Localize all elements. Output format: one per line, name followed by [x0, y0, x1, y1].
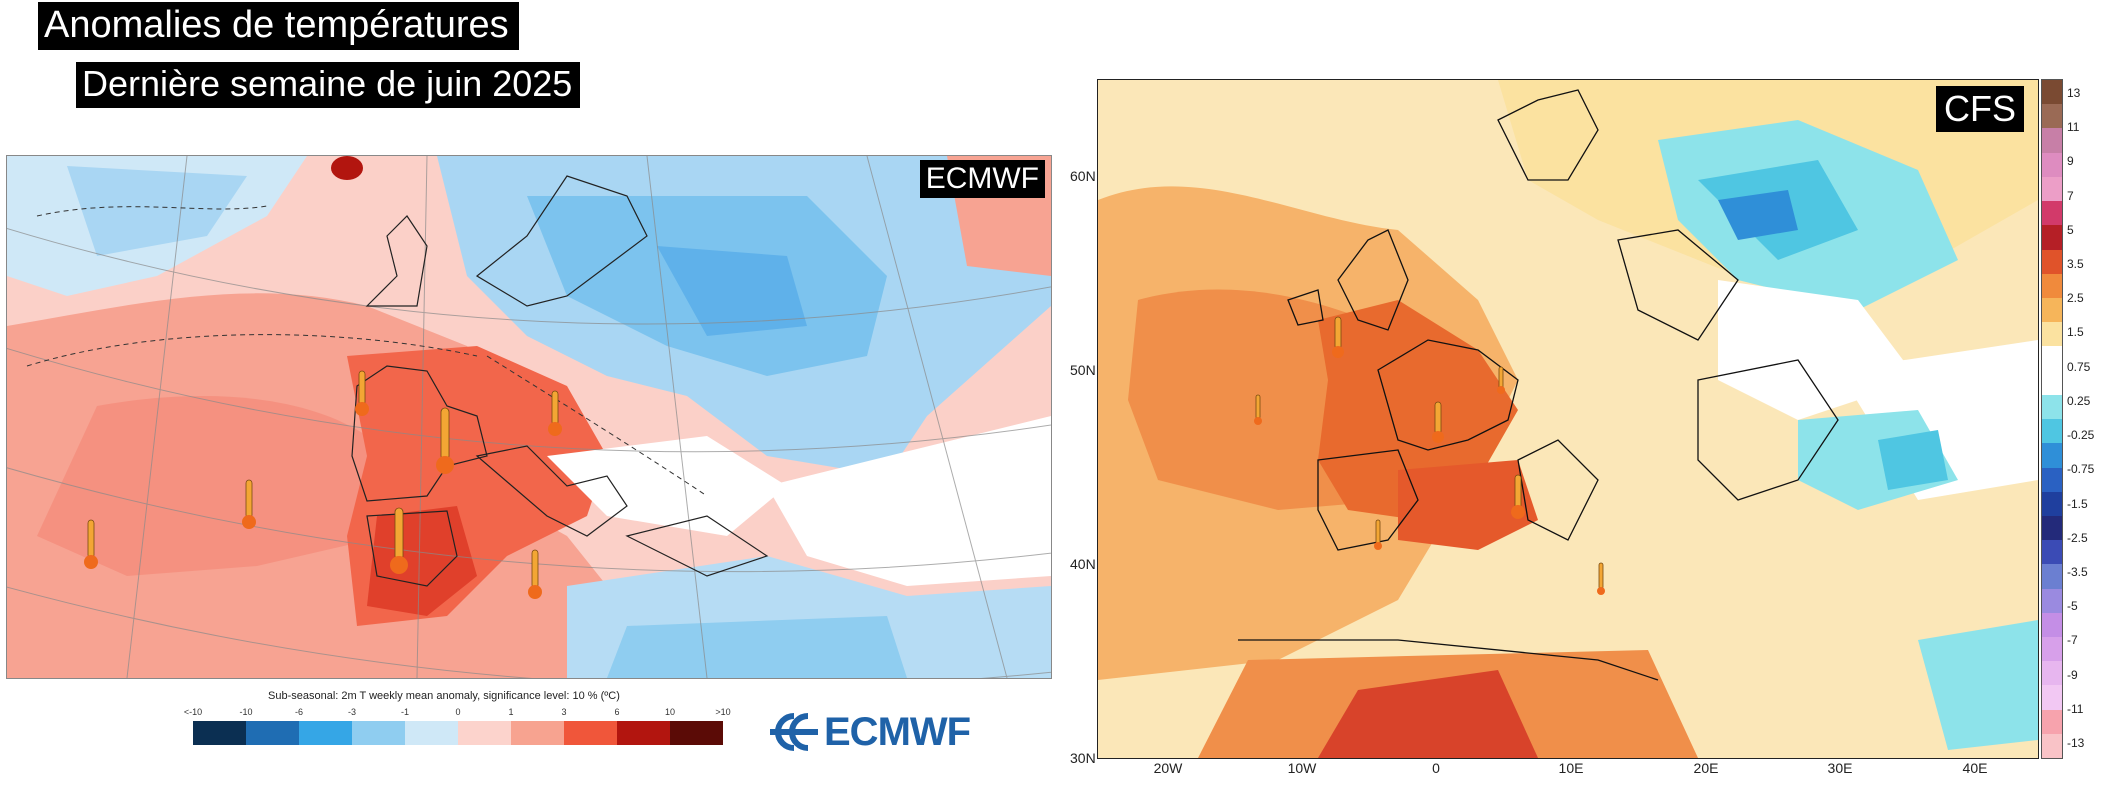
legend-tick-label: 0 — [455, 707, 461, 717]
lat-label-30n: 30N — [1070, 750, 1096, 766]
ecmwf-logo-icon — [770, 713, 818, 751]
colorbar-label: -11 — [2067, 701, 2084, 716]
colorbar-label: -2.5 — [2067, 530, 2088, 545]
colorbar-swatch — [2042, 297, 2062, 323]
legend-swatch — [564, 721, 617, 745]
lat-label-40n: 40N — [1070, 556, 1096, 572]
colorbar-swatch — [2042, 394, 2062, 420]
cfs-map-graphic — [1098, 80, 2038, 758]
colorbar-swatch — [2042, 637, 2062, 662]
cfs-badge: CFS — [1936, 86, 2024, 132]
legend-tick-label: >10 — [715, 707, 731, 717]
legend-title: Sub-seasonal: 2m T weekly mean anomaly, … — [268, 690, 620, 702]
legend-tick-label: 10 — [664, 707, 676, 717]
colorbar-swatch — [2042, 685, 2062, 710]
page-title: Anomalies de températures — [38, 2, 519, 50]
colorbar-swatch — [2042, 661, 2062, 686]
colorbar-label: 5 — [2067, 222, 2074, 237]
colorbar-swatch — [2042, 491, 2062, 516]
ecmwf-logo: ECMWF — [768, 709, 971, 754]
colorbar-swatch — [2042, 128, 2062, 153]
page-subtitle: Dernière semaine de juin 2025 — [76, 62, 581, 108]
lon-label-40e: 40E — [1962, 760, 1988, 776]
colorbar-swatch — [2042, 515, 2062, 541]
colorbar-swatch — [2042, 176, 2062, 202]
colorbar-label: 1.5 — [2067, 325, 2084, 340]
cfs-anomaly-map: CFS — [1097, 79, 2039, 759]
legend-swatch — [246, 721, 299, 745]
legend-tick-label: -1 — [400, 707, 410, 717]
lon-label-20w: 20W — [1153, 760, 1183, 776]
legend-tick-label: -6 — [294, 707, 304, 717]
lon-label-10w: 10W — [1287, 760, 1317, 776]
legend-swatch — [405, 721, 458, 745]
ecmwf-logo-text: ECMWF — [824, 709, 971, 754]
legend-swatch — [458, 721, 511, 745]
lon-label-20e: 20E — [1693, 760, 1719, 776]
colorbar-swatch — [2042, 588, 2062, 613]
ecmwf-anomaly-map: ECMWF — [6, 155, 1052, 679]
colorbar-swatch — [2042, 201, 2062, 226]
colorbar-swatch — [2042, 733, 2062, 759]
legend-swatch — [352, 721, 405, 745]
colorbar-swatch — [2042, 249, 2062, 274]
colorbar-label: -3.5 — [2067, 564, 2088, 579]
lon-label-0: 0 — [1432, 760, 1440, 776]
colorbar-label: -5 — [2067, 599, 2078, 614]
colorbar-swatch — [2042, 612, 2062, 638]
colorbar-swatch — [2042, 443, 2062, 468]
colorbar-label: -13 — [2067, 736, 2085, 750]
colorbar-swatch — [2042, 467, 2062, 492]
colorbar-swatch — [2042, 104, 2062, 129]
lon-label-30e: 30E — [1827, 760, 1853, 776]
colorbar-label: -1.5 — [2067, 496, 2088, 511]
colorbar-swatch — [2042, 322, 2062, 347]
colorbar-label: 3.5 — [2067, 257, 2084, 272]
colorbar-label: -9 — [2067, 667, 2078, 682]
colorbar-swatch — [2042, 419, 2062, 444]
colorbar-label: 7 — [2067, 188, 2074, 203]
legend-tick-label: -10 — [239, 707, 253, 717]
colorbar-label: -0.25 — [2067, 428, 2095, 443]
lat-label-50n: 50N — [1070, 362, 1096, 378]
legend-swatch — [511, 721, 564, 745]
colorbar-swatch — [2042, 152, 2062, 177]
legend-ticks: <-10 -10 -6 -3 -1 0 1 3 6 10 >10 — [184, 707, 731, 721]
legend-swatch — [670, 721, 723, 745]
legend-tick-label: <-10 — [183, 707, 203, 717]
lat-label-60n: 60N — [1070, 168, 1096, 184]
lon-label-10e: 10E — [1558, 760, 1584, 776]
colorbar-swatch — [2042, 273, 2062, 298]
legend-swatch — [299, 721, 352, 745]
colorbar-swatch — [2042, 540, 2062, 565]
colorbar-swatch — [2042, 225, 2062, 250]
colorbar-label: 13 — [2067, 86, 2081, 100]
ecmwf-legend: Sub-seasonal: 2m T weekly mean anomaly, … — [184, 690, 731, 790]
colorbar-swatch — [2042, 346, 2062, 371]
colorbar-label: 0.25 — [2067, 393, 2091, 408]
legend-tick-label: -3 — [347, 707, 357, 717]
legend-swatch — [617, 721, 670, 745]
cfs-colorbar — [2041, 79, 2063, 759]
colorbar-label: -0.75 — [2067, 462, 2095, 477]
ecmwf-badge: ECMWF — [919, 160, 1045, 198]
colorbar-label: 9 — [2067, 154, 2074, 169]
legend-tick-label: 6 — [614, 707, 620, 717]
colorbar-swatch — [2042, 564, 2062, 589]
legend-tick-label: 3 — [561, 707, 567, 717]
cfs-thermometer-icons — [1254, 316, 1605, 595]
legend-color-bar — [193, 721, 723, 745]
colorbar-label: 0.75 — [2067, 359, 2091, 374]
ecmwf-map-graphic — [7, 156, 1051, 678]
colorbar-label: 11 — [2067, 120, 2080, 135]
colorbar-label: -7 — [2067, 633, 2078, 648]
legend-tick-label: 1 — [508, 707, 514, 717]
colorbar-swatch — [2042, 709, 2062, 734]
legend-swatch — [193, 721, 246, 745]
thermometer-icons — [84, 370, 562, 599]
colorbar-swatch — [2042, 370, 2062, 395]
colorbar-swatch — [2042, 80, 2062, 105]
colorbar-label: 2.5 — [2067, 291, 2084, 306]
